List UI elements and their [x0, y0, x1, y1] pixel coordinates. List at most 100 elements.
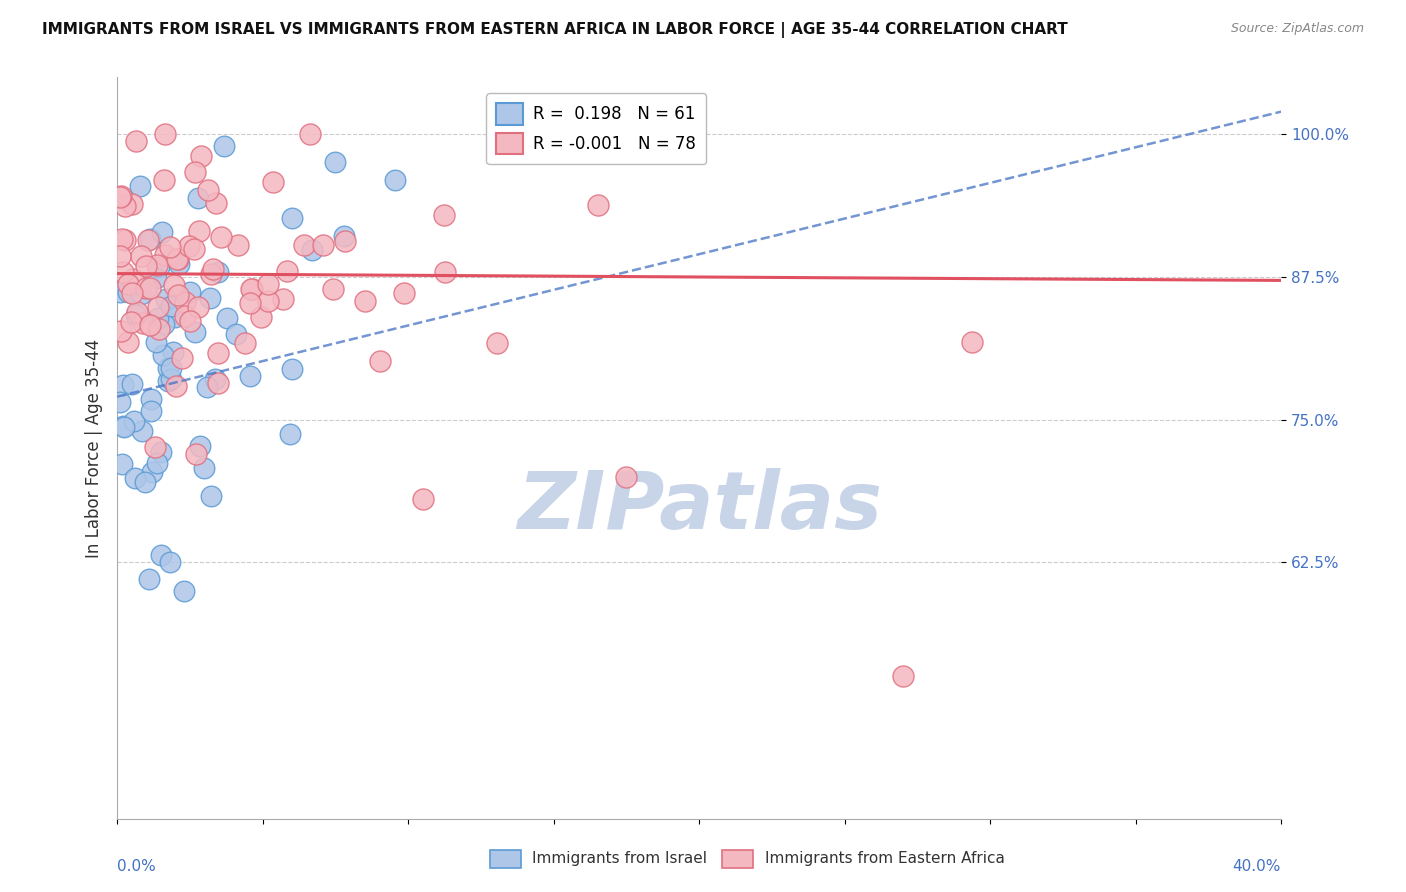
Point [143, 440, 166, 454]
Point [239, 282, 262, 296]
Point [183, 242, 205, 256]
Point [121, 272, 143, 286]
Point [392, 285, 415, 300]
Text: Immigrants from Eastern Africa: Immigrants from Eastern Africa [765, 852, 1004, 866]
Point [111, 457, 134, 471]
Point [131, 424, 153, 438]
Point [174, 309, 197, 323]
Point [117, 277, 139, 291]
Point [301, 243, 323, 257]
Point [117, 334, 139, 349]
Point [134, 475, 156, 489]
Point [188, 439, 211, 453]
Point [111, 232, 134, 246]
Point [262, 175, 284, 189]
Point [257, 277, 280, 291]
Point [111, 418, 134, 433]
Text: 40.0%: 40.0% [1233, 859, 1281, 874]
Point [129, 249, 152, 263]
Point [162, 344, 184, 359]
Point [323, 155, 346, 169]
Point [124, 470, 146, 484]
Point [276, 264, 298, 278]
Point [173, 583, 195, 598]
Point [148, 300, 170, 314]
Point [110, 249, 132, 263]
Point [412, 492, 434, 507]
Point [138, 318, 160, 332]
Point [249, 310, 271, 324]
Y-axis label: In Labor Force | Age 35-44: In Labor Force | Age 35-44 [86, 338, 103, 558]
Point [145, 271, 167, 285]
Point [311, 237, 333, 252]
Point [187, 300, 209, 314]
Text: IMMIGRANTS FROM ISRAEL VS IMMIGRANTS FROM EASTERN AFRICA IN LABOR FORCE | AGE 35: IMMIGRANTS FROM ISRAEL VS IMMIGRANTS FRO… [42, 22, 1069, 38]
Point [135, 260, 157, 274]
Point [120, 315, 142, 329]
Point [332, 228, 354, 243]
Point [163, 278, 186, 293]
Point [129, 286, 152, 301]
Point [153, 248, 176, 262]
Point [433, 265, 456, 279]
Point [132, 316, 155, 330]
Point [139, 231, 162, 245]
Point [148, 322, 170, 336]
Point [183, 165, 205, 179]
Point [616, 469, 638, 483]
Point [239, 296, 262, 310]
Point [179, 285, 201, 299]
Point [204, 372, 226, 386]
Point [150, 444, 173, 458]
Legend: R =  0.198   N = 61, R = -0.001   N = 78: R = 0.198 N = 61, R = -0.001 N = 78 [486, 93, 706, 164]
Point [173, 295, 195, 310]
Point [433, 208, 456, 222]
Point [384, 173, 406, 187]
Point [156, 375, 179, 389]
Point [146, 311, 169, 326]
Point [121, 197, 143, 211]
Point [138, 572, 160, 586]
Point [110, 188, 132, 202]
Point [125, 308, 148, 322]
Point [197, 183, 219, 197]
Point [152, 348, 174, 362]
Point [205, 195, 228, 210]
Point [202, 261, 225, 276]
Point [153, 317, 176, 331]
Text: ZIPatlas: ZIPatlas [516, 468, 882, 546]
Point [127, 305, 149, 319]
Point [187, 191, 209, 205]
Point [209, 230, 232, 244]
Point [141, 465, 163, 479]
Point [125, 134, 148, 148]
Point [111, 378, 134, 392]
Point [160, 299, 183, 313]
Point [139, 281, 162, 295]
Point [240, 282, 263, 296]
Point [257, 294, 280, 309]
Point [368, 354, 391, 368]
Point [139, 392, 162, 407]
Point [136, 233, 159, 247]
Point [212, 139, 235, 153]
Point [891, 669, 914, 683]
Point [184, 447, 207, 461]
Text: 0.0%: 0.0% [117, 859, 156, 874]
Point [271, 292, 294, 306]
Point [486, 335, 509, 350]
Point [238, 369, 260, 384]
Point [155, 293, 177, 307]
Point [233, 335, 256, 350]
Point [152, 173, 174, 187]
Point [139, 404, 162, 418]
Point [586, 197, 609, 211]
Point [110, 325, 132, 339]
Point [160, 372, 183, 386]
Point [278, 426, 301, 441]
Point [190, 149, 212, 163]
Point [156, 360, 179, 375]
Point [160, 361, 183, 376]
Point [322, 282, 344, 296]
Point [198, 291, 221, 305]
